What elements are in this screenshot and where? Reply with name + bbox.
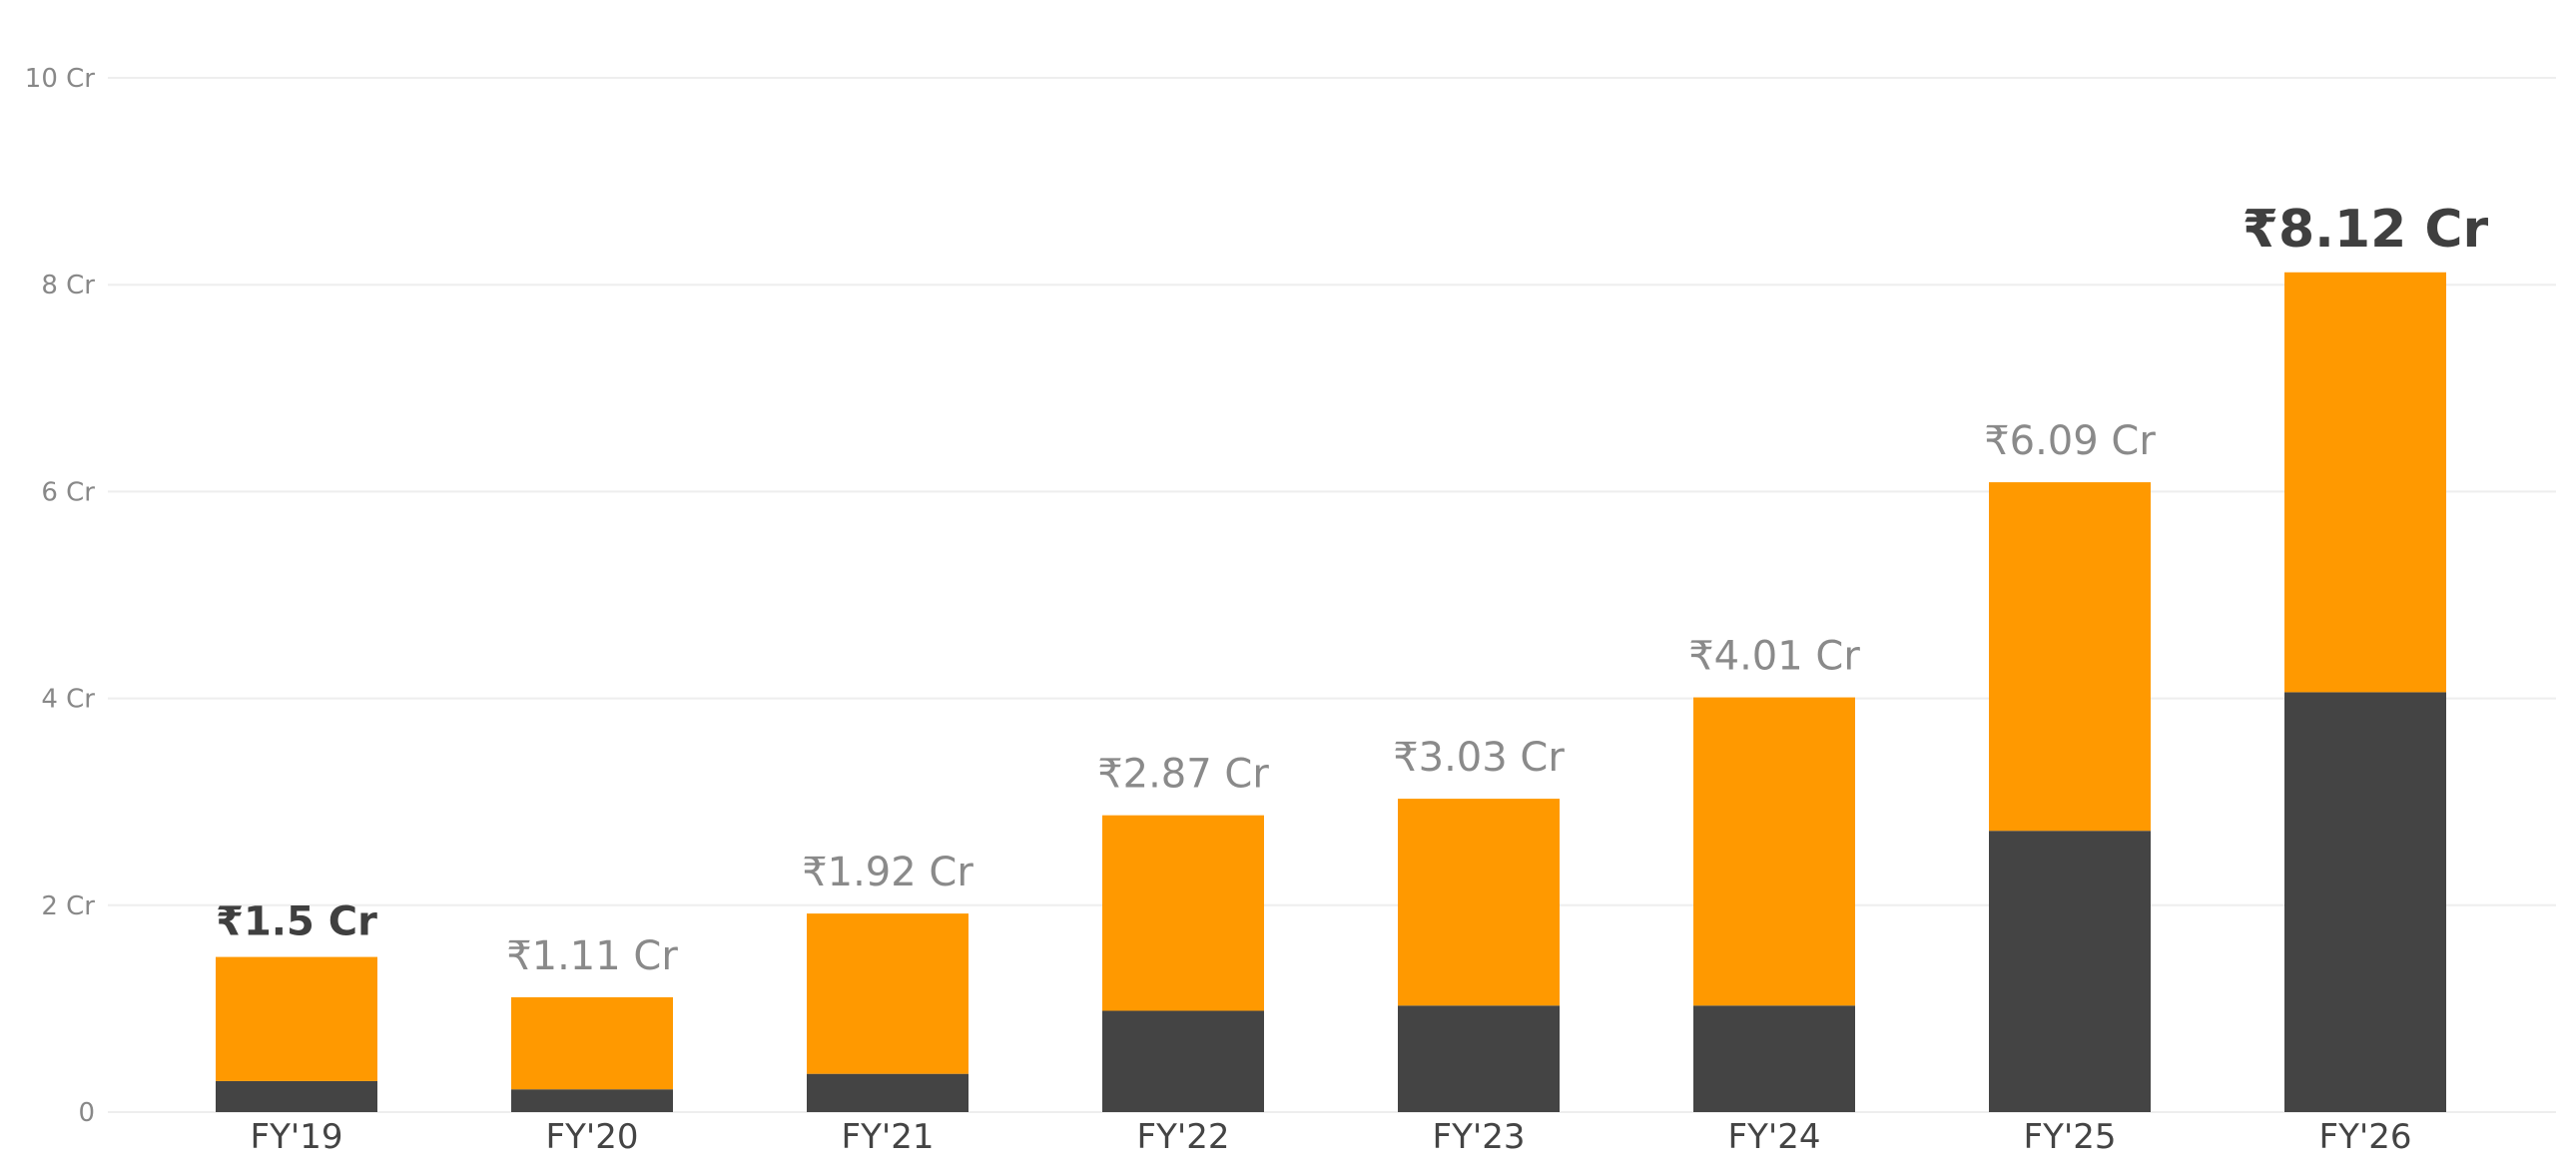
bar-total-label: ₹3.03 Cr [1393,735,1565,781]
y-tick-label: 4 Cr [41,685,95,715]
bar-segment-dark [1102,1010,1264,1112]
y-tick-label: 6 Cr [41,477,95,507]
bar-segment-dark [1989,831,2151,1112]
total-labels: ₹1.5 Cr ₹1.11 Cr ₹1.92 Cr ₹2.87 Cr ₹3.03 Cr ₹… [216,200,2488,979]
bar-segment-dark [1398,1005,1560,1112]
y-tick-label: 10 Cr [25,64,96,94]
y-tick-label: 2 Cr [41,891,95,921]
y-tick-label: 8 Cr [41,271,95,300]
bar-total-label: ₹1.5 Cr [216,899,377,945]
x-tick-label: FY'25 [2024,1117,2117,1157]
bar-segment-dark [1693,1005,1855,1112]
bar-segment-dark [511,1089,673,1112]
grid-lines [108,77,2556,1113]
x-tick-label: FY'24 [1728,1117,1821,1157]
x-tick-label: FY'20 [546,1117,639,1157]
bars [216,272,2446,1112]
x-tick-label: FY'26 [2319,1117,2412,1157]
bar-segment-dark [216,1080,377,1112]
bar-segment-orange [807,913,968,1074]
x-tick-label: FY'22 [1137,1117,1230,1157]
x-tick-label: FY'23 [1433,1117,1526,1157]
bar-segment-dark [2284,692,2446,1112]
x-tick-label: FY'21 [842,1117,935,1157]
bar-segment-orange [1693,697,1855,1006]
bar-segment-dark [807,1073,968,1112]
bar-total-label: ₹6.09 Cr [1984,418,2156,464]
bar-segment-orange [216,956,377,1081]
bar-segment-orange [1102,815,1264,1011]
bar-total-label: ₹4.01 Cr [1688,634,1860,680]
x-tick-label: FY'19 [251,1117,343,1157]
bar-total-label: ₹1.11 Cr [506,933,678,979]
bar-segment-orange [2284,272,2446,693]
bar-total-label: ₹2.87 Cr [1097,752,1269,798]
bar-total-label: ₹8.12 Cr [2243,200,2489,260]
x-axis-ticks: FY'19 FY'20 FY'21 FY'22 FY'23 FY'24 FY'25 FY'26 [251,1117,2412,1157]
y-axis-ticks: 0 2 Cr 4 Cr 6 Cr 8 Cr 10 Cr [25,64,96,1128]
bar-segment-orange [511,997,673,1090]
y-tick-label: 0 [78,1098,95,1128]
bar-segment-orange [1989,482,2151,832]
bar-total-label: ₹1.92 Cr [802,850,973,895]
bar-segment-orange [1398,799,1560,1006]
